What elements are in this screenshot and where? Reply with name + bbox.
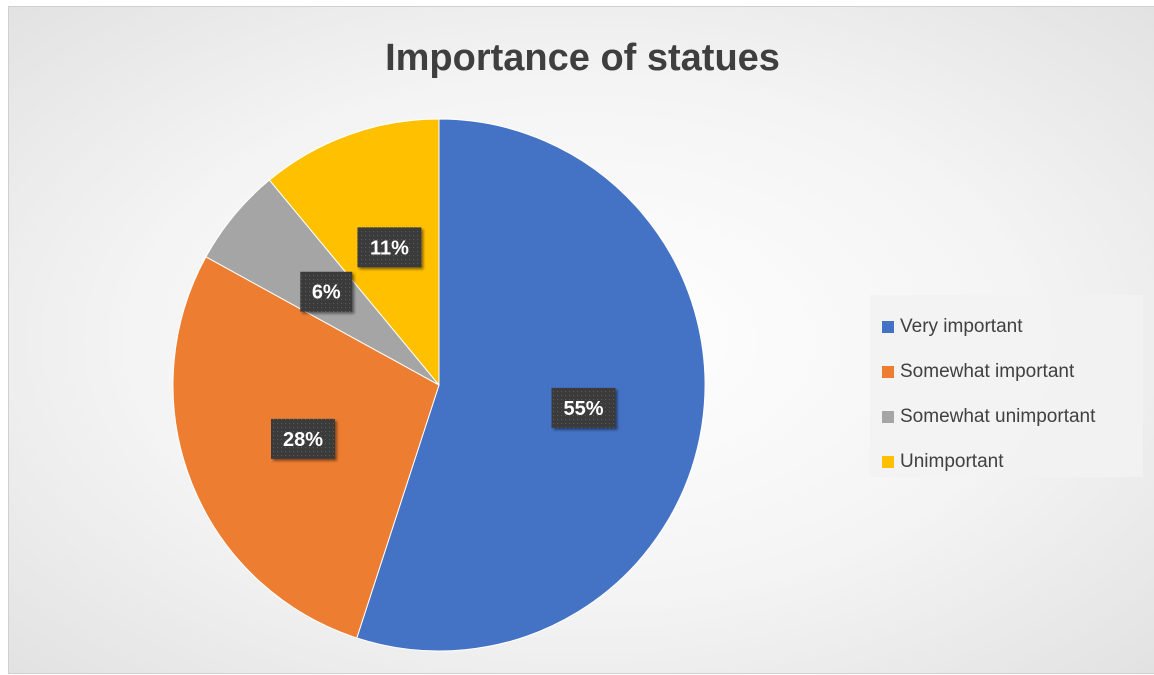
data-label-text: 55% [563, 398, 603, 420]
data-label-box [551, 387, 616, 428]
data-label-text: 28% [283, 429, 323, 451]
legend-label: Somewhat important [900, 360, 1075, 382]
data-label-box [357, 227, 422, 268]
data-label: 55% [551, 387, 616, 428]
pie-slice-very-important [356, 118, 706, 652]
legend-swatch [882, 320, 894, 333]
data-label-box [270, 418, 335, 459]
data-label: 28% [270, 418, 335, 459]
data-label-box [300, 271, 353, 312]
chart-title: Importance of statues [385, 37, 780, 79]
data-label-text: 11% [370, 237, 409, 259]
legend-swatch [882, 410, 894, 423]
legend: Very important Somewhat important Somewh… [870, 295, 1143, 477]
pie-chart: 55% 28% 6% 11% [172, 118, 706, 652]
legend-swatch [882, 455, 894, 468]
legend-label: Somewhat unimportant [900, 405, 1096, 427]
data-label: 11% [357, 227, 422, 268]
legend-label: Unimportant [900, 450, 1004, 472]
pie-slice-unimportant [268, 118, 440, 387]
legend-item-somewhat-important: Somewhat important [882, 349, 1143, 394]
legend-label: Very important [900, 315, 1023, 337]
chart-area: Importance of statues 55% 28% 6% 11% Very i… [8, 6, 1154, 674]
data-label: 6% [300, 271, 353, 312]
legend-swatch [882, 365, 894, 378]
legend-item-very-important: Very important [882, 304, 1143, 349]
legend-item-somewhat-unimportant: Somewhat unimportant [882, 394, 1143, 439]
legend-item-unimportant: Unimportant [882, 439, 1143, 484]
data-label-text: 6% [312, 282, 341, 304]
